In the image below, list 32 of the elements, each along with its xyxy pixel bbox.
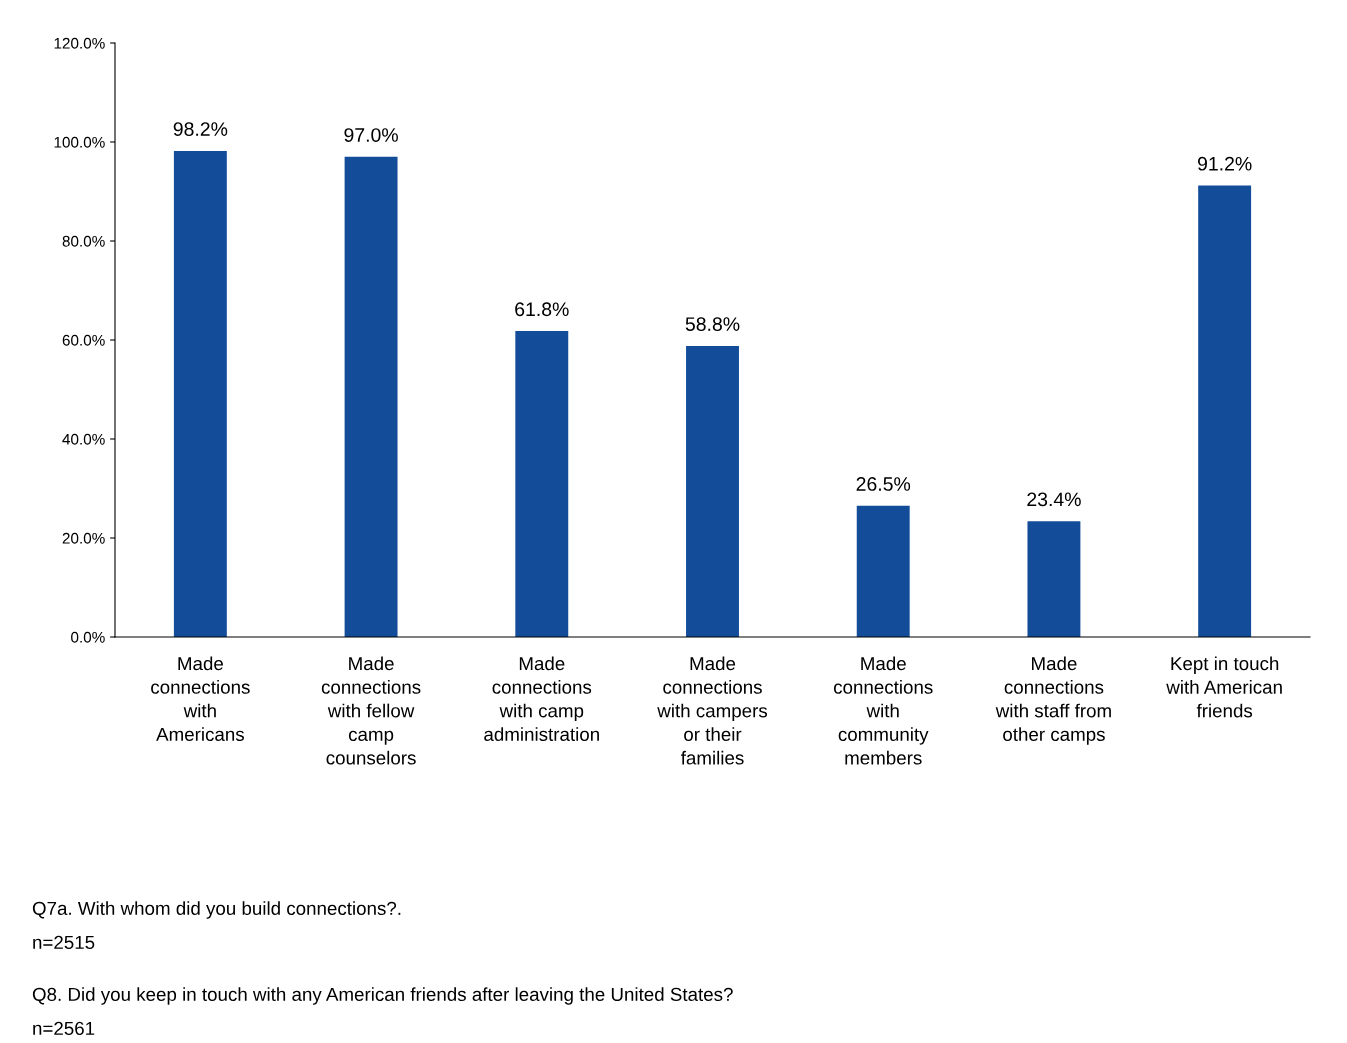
data-label: 58.8% <box>685 317 740 331</box>
y-tick-label: 40.0% <box>62 433 105 445</box>
bar <box>515 331 569 637</box>
x-tick-label: Made connections with fellow camp counselors <box>321 656 421 765</box>
y-tick-label: 100.0% <box>54 136 105 148</box>
x-tick-label: Kept in touch with American friends <box>1166 656 1282 718</box>
bar <box>1027 521 1081 637</box>
y-tick-label: 120.0% <box>54 37 105 49</box>
data-label: 61.8% <box>515 302 569 317</box>
x-tick-label: Made connections with staff from other camps <box>995 656 1111 745</box>
text: n=2561 <box>33 1021 95 1036</box>
y-tick-label: 60.0% <box>62 334 105 346</box>
y-tick-label: 80.0% <box>62 235 105 247</box>
bar <box>344 156 398 637</box>
text: Q7a. With whom did you build connections?. <box>32 901 401 919</box>
data-label: 26.5% <box>856 477 911 491</box>
text: Q8. Did you keep in touch with any American friends after leaving the United States? <box>32 987 733 1005</box>
data-label: 98.2% <box>173 122 228 136</box>
bar <box>856 505 910 637</box>
x-tick-label: Made connections with Americans <box>151 656 250 741</box>
data-label: 91.2% <box>1197 156 1252 171</box>
x-tick-label: Made connections with campers or their families <box>657 656 768 765</box>
text: n=2515 <box>33 935 95 950</box>
x-tick-label: Made connections with camp administration <box>484 656 599 741</box>
bar <box>173 150 227 637</box>
data-label: 23.4% <box>1027 492 1081 507</box>
bar <box>1198 185 1252 637</box>
y-tick-label: 20.0% <box>62 532 105 544</box>
x-tick-label: Made connections with community members <box>833 656 933 765</box>
y-tick-label: 0.0% <box>71 631 105 643</box>
data-label: 97.0% <box>344 128 398 142</box>
bar <box>686 345 739 637</box>
